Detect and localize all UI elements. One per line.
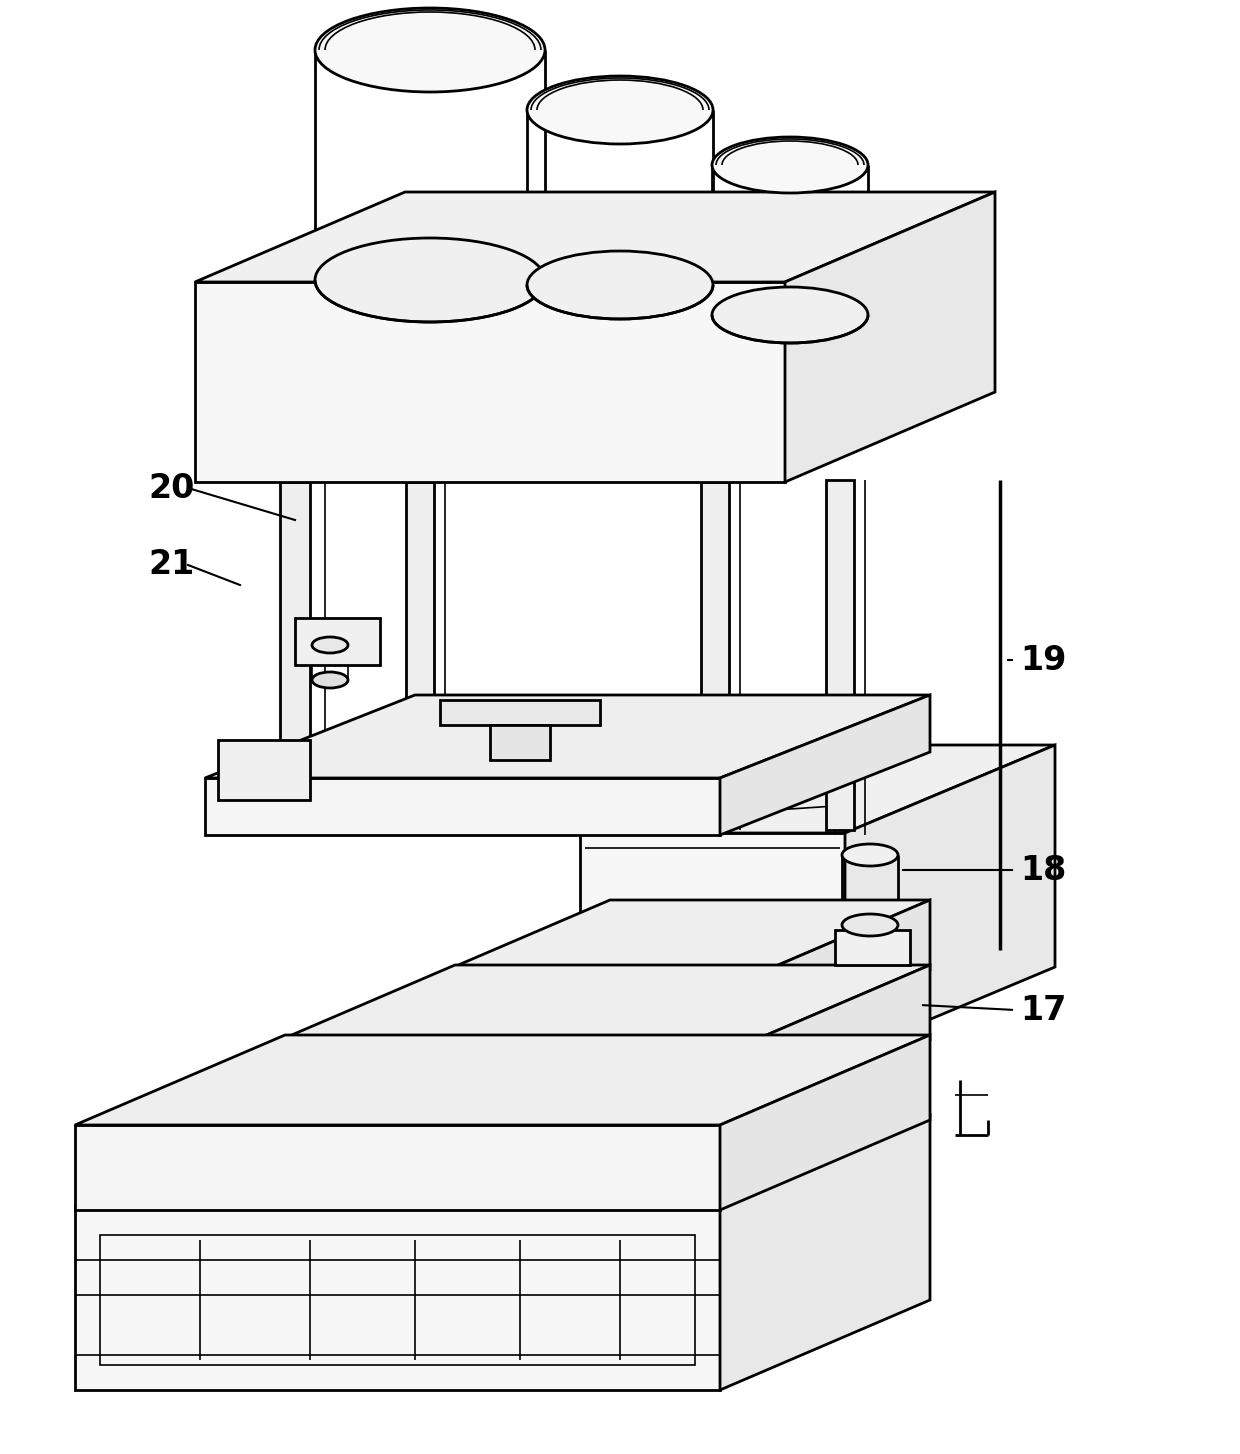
Ellipse shape bbox=[315, 238, 546, 321]
Polygon shape bbox=[720, 1035, 930, 1210]
Text: 18: 18 bbox=[1021, 853, 1066, 887]
Polygon shape bbox=[295, 618, 379, 664]
Polygon shape bbox=[246, 1056, 720, 1130]
Ellipse shape bbox=[312, 672, 348, 688]
Polygon shape bbox=[401, 990, 720, 1060]
Ellipse shape bbox=[712, 286, 868, 343]
Polygon shape bbox=[720, 1115, 930, 1390]
Polygon shape bbox=[844, 744, 1055, 1056]
Polygon shape bbox=[720, 695, 930, 835]
Polygon shape bbox=[835, 931, 910, 965]
Polygon shape bbox=[785, 192, 994, 481]
Text: 20: 20 bbox=[148, 471, 195, 505]
Text: 19: 19 bbox=[1021, 644, 1066, 676]
Polygon shape bbox=[490, 726, 551, 760]
Polygon shape bbox=[195, 192, 994, 282]
Polygon shape bbox=[74, 1125, 720, 1210]
Ellipse shape bbox=[527, 76, 713, 144]
Ellipse shape bbox=[712, 137, 868, 193]
Ellipse shape bbox=[527, 252, 713, 318]
Polygon shape bbox=[826, 480, 854, 830]
Polygon shape bbox=[440, 699, 600, 726]
Polygon shape bbox=[74, 1205, 720, 1390]
Polygon shape bbox=[74, 1035, 930, 1125]
Polygon shape bbox=[205, 778, 720, 835]
Polygon shape bbox=[580, 833, 844, 1056]
Polygon shape bbox=[246, 965, 930, 1056]
Ellipse shape bbox=[312, 637, 348, 653]
Polygon shape bbox=[720, 900, 930, 1060]
Polygon shape bbox=[280, 481, 310, 800]
Polygon shape bbox=[205, 695, 930, 778]
Polygon shape bbox=[580, 744, 1055, 833]
Polygon shape bbox=[218, 740, 310, 800]
Text: 21: 21 bbox=[148, 548, 195, 582]
Ellipse shape bbox=[315, 9, 546, 92]
Polygon shape bbox=[74, 1115, 930, 1205]
Polygon shape bbox=[405, 481, 434, 800]
Ellipse shape bbox=[842, 915, 898, 936]
Polygon shape bbox=[401, 900, 930, 990]
Polygon shape bbox=[195, 282, 785, 481]
Ellipse shape bbox=[842, 843, 898, 867]
Text: 17: 17 bbox=[1021, 993, 1066, 1027]
Polygon shape bbox=[720, 965, 930, 1130]
Polygon shape bbox=[701, 481, 729, 830]
